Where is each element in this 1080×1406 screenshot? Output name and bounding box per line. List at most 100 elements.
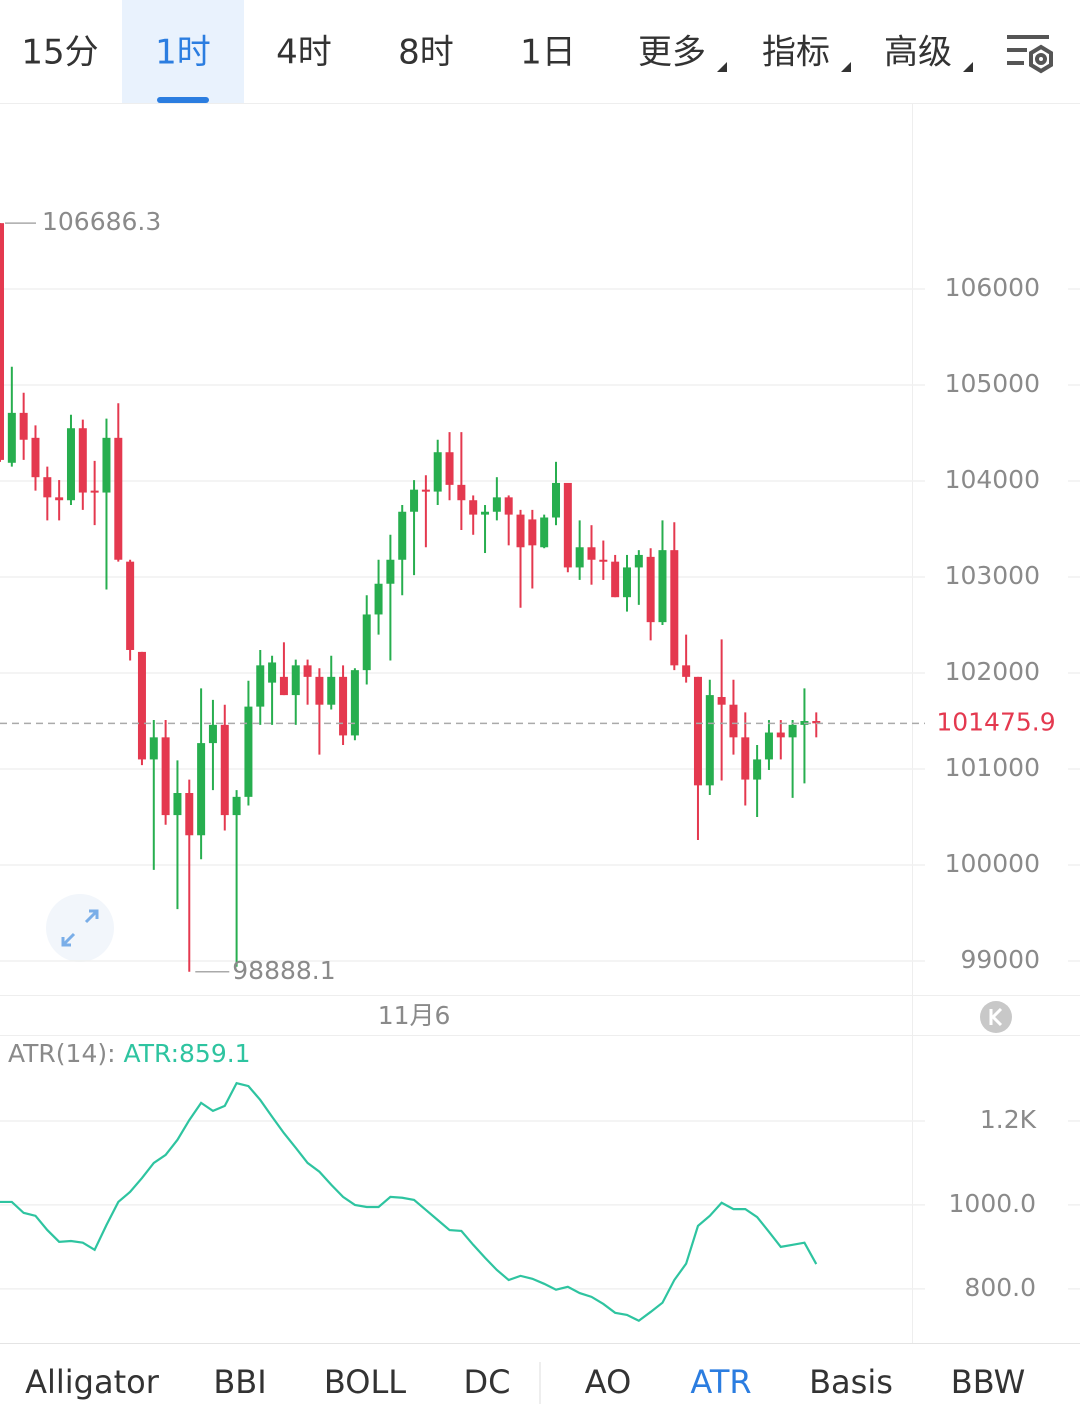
candle-body (445, 452, 454, 485)
y-tick-label: 103000 (945, 561, 1040, 590)
y-tick-label: 800.0 (964, 1273, 1036, 1302)
candle-body (374, 583, 383, 615)
candle-body (386, 559, 395, 584)
active-tab-bg (122, 0, 244, 103)
timeframe-bar (0, 0, 1080, 104)
candle-body (114, 437, 123, 560)
candle-body (126, 561, 135, 650)
x-tick-label: 11月6 (378, 1001, 451, 1030)
candle-body (705, 695, 714, 786)
candle-body (788, 724, 797, 738)
candle-body (682, 665, 691, 677)
candle-body (658, 550, 667, 623)
dropdown-arrows (717, 62, 973, 72)
candle-body (433, 452, 442, 492)
y-tick-label: 104000 (945, 465, 1040, 494)
candle-body (764, 732, 773, 760)
timeframe-tab[interactable]: 15分 (21, 33, 98, 73)
timeframe-tab[interactable]: 1日 (520, 33, 576, 73)
candle-body (410, 489, 419, 512)
candle-body (575, 547, 584, 568)
timeframe-tab[interactable]: 4时 (276, 33, 332, 73)
candle-body (7, 412, 16, 463)
candle-body (161, 737, 170, 816)
min-label: 98888.1 (232, 956, 335, 985)
indicator-tab[interactable]: DC (464, 1363, 511, 1401)
timeframe-tab[interactable]: 更多 (638, 33, 706, 73)
candle-body (185, 793, 194, 836)
timeframe-tab[interactable]: 高级 (884, 33, 952, 73)
indicator-tab[interactable]: BBW (951, 1363, 1025, 1401)
indicator-tab[interactable]: BOLL (324, 1363, 406, 1401)
candle-body (78, 428, 87, 493)
candle-body (634, 554, 643, 568)
candle-body (291, 665, 300, 696)
candle-body (469, 500, 478, 515)
indicator-tab[interactable]: Alligator (25, 1363, 160, 1401)
candle-body (563, 482, 572, 568)
candle-body (646, 556, 655, 623)
candle-body (492, 497, 501, 512)
candle-body (528, 519, 537, 546)
candle-body (43, 477, 52, 498)
settings-icon[interactable] (1007, 35, 1053, 74)
y-tick-label: 102000 (945, 657, 1040, 686)
candle-body (339, 676, 348, 736)
candle-body (268, 662, 277, 683)
y-tick-label: 105000 (945, 369, 1040, 398)
candle-body (516, 514, 525, 548)
timeframe-tab[interactable]: 1时 (155, 33, 211, 73)
candle-body (599, 559, 608, 562)
candle-body (587, 547, 596, 560)
active-tab-underline (157, 97, 209, 103)
candle-body (55, 497, 64, 501)
candle-body (208, 724, 217, 744)
expand-button[interactable] (46, 894, 114, 962)
candle-body (693, 676, 702, 786)
indicator-name: ATR(14): (8, 1039, 116, 1068)
candle-body (232, 796, 241, 816)
indicator-tab[interactable]: Basis (809, 1363, 893, 1401)
candle-body (256, 665, 265, 707)
timeframe-tab[interactable]: 指标 (762, 33, 830, 73)
candle-body (670, 550, 679, 666)
candle-body (303, 665, 312, 677)
candle-body (66, 428, 75, 501)
candle-body (173, 793, 182, 816)
candle-body (327, 676, 336, 705)
candle-body (611, 561, 620, 598)
y-tick-label: 100000 (945, 849, 1040, 878)
candle-body (457, 484, 466, 501)
candle-body (812, 721, 821, 724)
candle-body (220, 724, 229, 816)
candle-body (350, 670, 359, 736)
candle-body (90, 490, 99, 493)
indicator-title: ATR(14): ATR:859.1 (8, 1039, 251, 1068)
candle-body (244, 706, 253, 797)
max-label: 106686.3 (42, 207, 161, 236)
candle-body (0, 223, 4, 460)
indicator-tab[interactable]: AO (585, 1363, 632, 1401)
indicator-tab[interactable]: BBI (213, 1363, 266, 1401)
candle-body (753, 759, 762, 780)
candle-body (315, 676, 324, 705)
last-price-label: 101475.9 (936, 707, 1055, 736)
candle-body (504, 497, 513, 515)
scroll-latest-button[interactable] (980, 1001, 1012, 1033)
candle-body (540, 517, 549, 548)
candle-body (31, 437, 40, 478)
y-tick-label: 99000 (960, 945, 1040, 974)
indicator-tab[interactable]: ATR (690, 1363, 751, 1401)
candle-body (776, 732, 785, 738)
candle-body (421, 489, 430, 492)
plot-layer: 15分 1时 4时 8时 1日 更多 指标 高级 Alligator BBI BOLL DC AO ATR… (0, 33, 1080, 1401)
candle-body (481, 511, 490, 515)
timeframe-tab[interactable]: 8时 (398, 33, 454, 73)
atr-line (0, 1081, 818, 1323)
candle-body (622, 567, 631, 598)
indicator-value: ATR:859.1 (124, 1039, 251, 1068)
candle-body (197, 743, 206, 836)
y-tick-label: 1.2K (980, 1105, 1037, 1134)
